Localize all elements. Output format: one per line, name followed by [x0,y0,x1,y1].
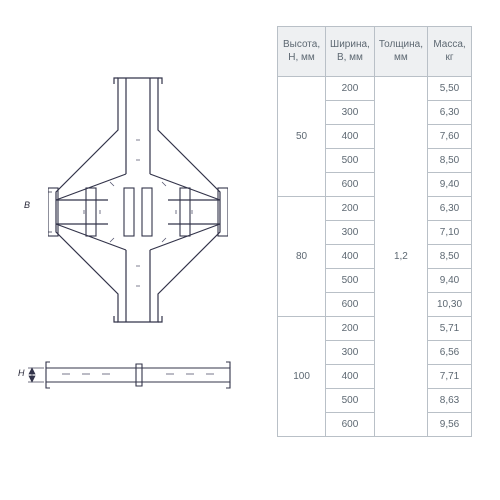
cell-mass: 9,56 [428,413,472,437]
cell-width: 400 [326,245,375,269]
cell-width: 200 [326,317,375,341]
cell-width: 600 [326,413,375,437]
dimension-h-label: H [18,368,25,378]
cell-mass: 7,71 [428,365,472,389]
cell-width: 500 [326,269,375,293]
cell-mass: 9,40 [428,173,472,197]
col-header-width: Ширина, B, мм [326,27,375,77]
cell-width: 300 [326,341,375,365]
cell-mass: 10,30 [428,293,472,317]
cell-mass: 6,30 [428,101,472,125]
cell-mass: 9,40 [428,269,472,293]
cell-mass: 6,30 [428,197,472,221]
table-row: 502001,25,50 [278,77,472,101]
cell-mass: 7,10 [428,221,472,245]
cell-mass: 5,50 [428,77,472,101]
cell-thickness: 1,2 [374,77,427,437]
cell-width: 200 [326,77,375,101]
col-header-height: Высота, H, мм [278,27,326,77]
spec-table: Высота, H, мм Ширина, B, мм Толщина, мм … [277,26,472,437]
cell-mass: 5,71 [428,317,472,341]
col-header-thickness: Толщина, мм [374,27,427,77]
table-body: 502001,25,503006,304007,605008,506009,40… [278,77,472,437]
cell-width: 600 [326,293,375,317]
cell-height: 100 [278,317,326,437]
technical-drawing: B [18,60,238,420]
cell-width: 500 [326,389,375,413]
cell-mass: 8,50 [428,149,472,173]
table-header-row: Высота, H, мм Ширина, B, мм Толщина, мм … [278,27,472,77]
cell-width: 300 [326,221,375,245]
dimension-b-label: B [24,200,30,210]
drawing-cross-fitting [48,70,228,330]
cell-mass: 6,56 [428,341,472,365]
cell-height: 80 [278,197,326,317]
cell-width: 400 [326,125,375,149]
cell-mass: 8,50 [428,245,472,269]
cell-width: 200 [326,197,375,221]
cell-width: 400 [326,365,375,389]
cell-mass: 8,63 [428,389,472,413]
col-header-mass: Масса, кг [428,27,472,77]
cell-width: 300 [326,101,375,125]
drawing-side-profile [18,350,238,400]
cell-width: 600 [326,173,375,197]
cell-mass: 7,60 [428,125,472,149]
cell-width: 500 [326,149,375,173]
cell-height: 50 [278,77,326,197]
